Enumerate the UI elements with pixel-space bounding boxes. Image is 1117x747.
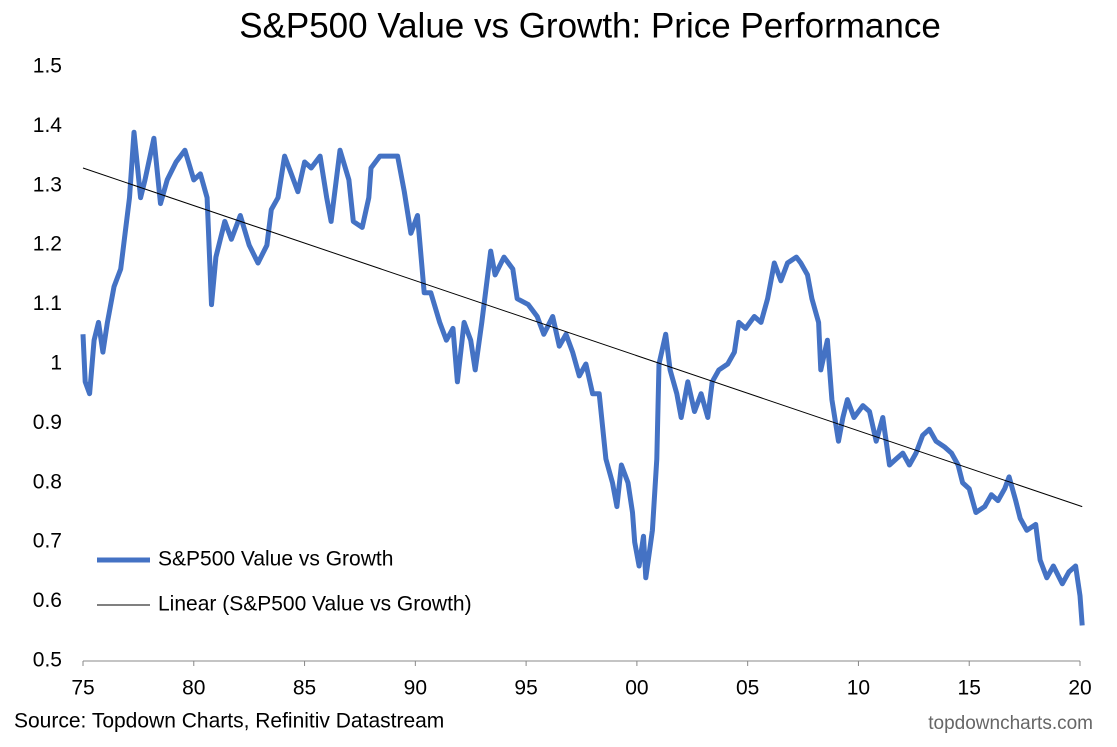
y-tick-label: 1.3 [33, 173, 62, 196]
legend-label: Linear (S&P500 Value vs Growth) [158, 593, 472, 616]
y-tick-label: 1.4 [33, 114, 63, 137]
watermark: topdowncharts.com [928, 713, 1093, 734]
series-line [82, 167, 1083, 508]
y-tick-label: 0.8 [33, 470, 62, 493]
y-tick-label: 0.5 [33, 649, 62, 672]
x-tick-label: 20 [1068, 677, 1091, 700]
x-tick-label: 10 [847, 677, 870, 700]
source: Source: Topdown Charts, Refinitiv Datast… [14, 710, 444, 733]
series-line [80, 129, 1085, 626]
y-tick-label: 0.9 [33, 411, 62, 434]
x-tick-label: 95 [514, 677, 537, 700]
x-tick-label: 00 [625, 677, 648, 700]
y-tick-label: 1.5 [33, 55, 62, 78]
x-tick-label: 90 [404, 677, 427, 700]
chart-title: S&P500 Value vs Growth: Price Performanc… [239, 6, 941, 45]
x-tick-label: 85 [293, 677, 316, 700]
x-tick-label: 75 [71, 677, 94, 700]
y-tick-label: 1.2 [33, 233, 62, 256]
y-tick-label: 1 [50, 352, 62, 375]
x-tick-label: 15 [958, 677, 981, 700]
y-tick-label: 0.7 [33, 530, 62, 553]
y-tick-label: 0.6 [33, 589, 62, 612]
legend-label: S&P500 Value vs Growth [158, 548, 393, 571]
y-tick-label: 1.1 [33, 292, 62, 315]
x-tick-label: 80 [182, 677, 205, 700]
x-tick-label: 05 [736, 677, 759, 700]
